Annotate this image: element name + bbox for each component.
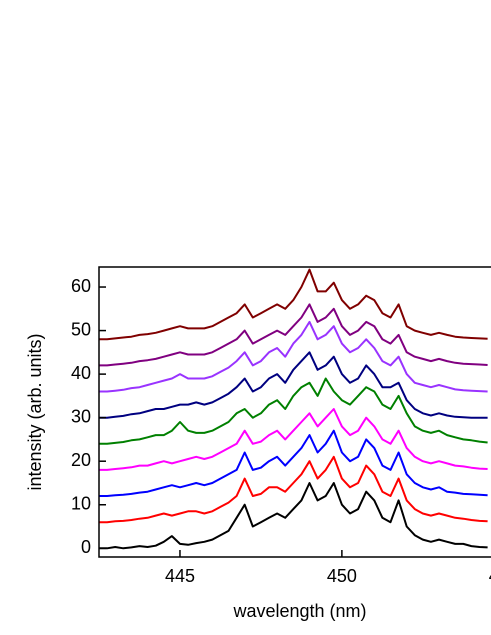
spectrum-line — [99, 377, 488, 445]
y-tick-label: 60 — [71, 276, 91, 296]
spectrum-line — [99, 303, 488, 367]
x-tick-label: 455 — [489, 566, 491, 586]
spectrum-line — [99, 455, 488, 524]
spectrum-line — [99, 351, 488, 419]
x-tick-label: 445 — [165, 566, 195, 586]
spectrum-line — [99, 429, 488, 497]
spectrum-line — [99, 408, 488, 471]
plot-frame — [98, 266, 491, 558]
x-tick-label: 450 — [327, 566, 357, 586]
y-tick-label: 0 — [81, 537, 91, 557]
y-tick-label: 40 — [71, 363, 91, 383]
spectrum-line — [99, 268, 488, 341]
y-tick-label: 30 — [71, 406, 91, 426]
y-axis-label: intensity (arb. units) — [25, 333, 45, 490]
y-tick-label: 50 — [71, 319, 91, 339]
spectrum-line — [99, 320, 488, 393]
y-tick-label: 10 — [71, 493, 91, 513]
plot-area — [99, 268, 488, 550]
y-tick-label: 20 — [71, 450, 91, 470]
x-axis-label: wavelength (nm) — [232, 601, 366, 621]
spectrum-line — [99, 482, 488, 550]
